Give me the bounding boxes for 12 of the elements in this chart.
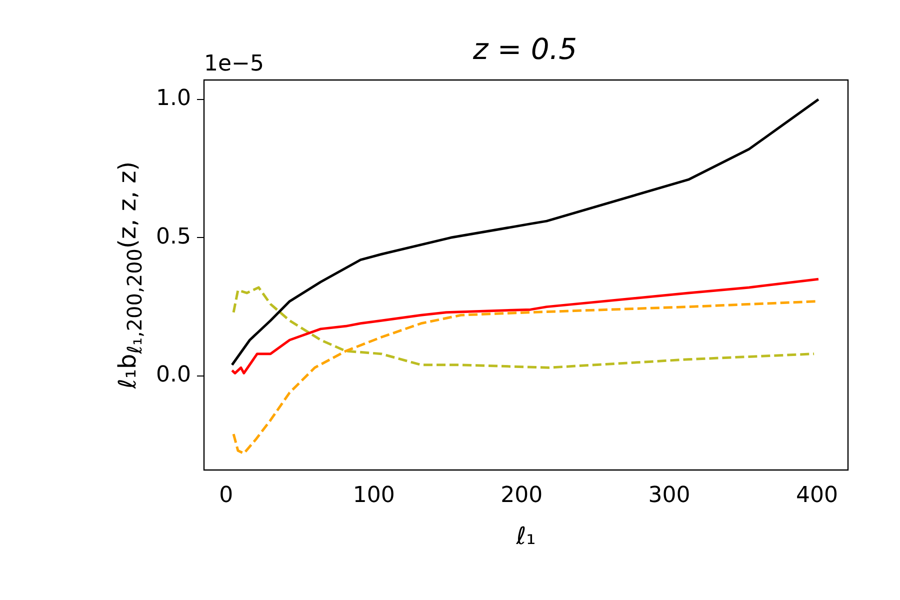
line-series	[232, 286, 816, 369]
x-tick-label: 400	[796, 482, 838, 508]
y-tick-label: 1.0	[156, 86, 191, 112]
chart-title: z = 0.5	[472, 32, 578, 66]
y-tick-label: 0.5	[156, 224, 191, 250]
text: 1e−5	[204, 52, 264, 77]
y-tick-label: 0.0	[156, 362, 191, 388]
x-tick-label: 300	[648, 482, 690, 508]
x-axis-title: ℓ₁	[516, 522, 536, 550]
x-tick-label: 0	[219, 482, 234, 508]
x-tick-label: 100	[352, 482, 395, 508]
x-tick-label: 200	[500, 482, 543, 508]
